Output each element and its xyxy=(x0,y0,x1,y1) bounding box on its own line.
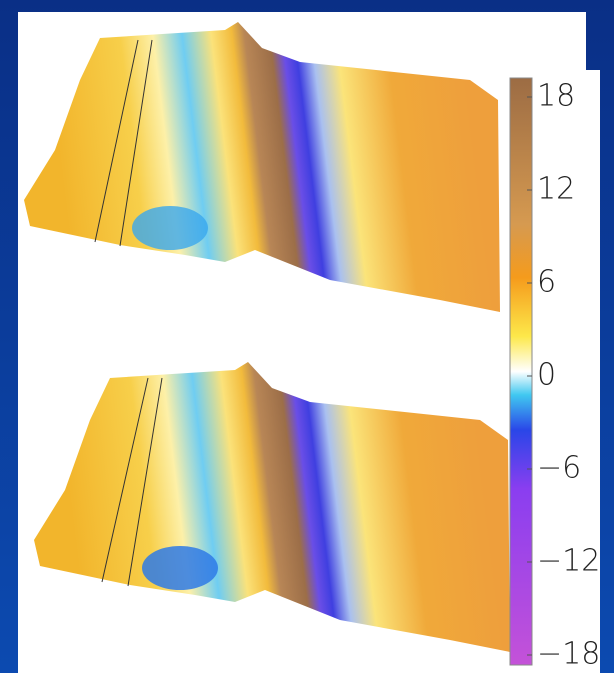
tick-label: 6 xyxy=(537,265,556,300)
tick-label: −6 xyxy=(537,451,581,486)
colorbar xyxy=(510,78,532,665)
depression xyxy=(142,546,218,590)
tick-label: −18 xyxy=(537,637,600,672)
tick-label: 0 xyxy=(537,358,556,393)
tick-label: 18 xyxy=(537,79,575,114)
figure: 18 12 6 0 −6 −12 −18 xyxy=(0,0,614,673)
page: 181260−6−12−18 (() => { const data = JSO… xyxy=(0,0,614,673)
tick-label: −12 xyxy=(537,544,600,579)
tick-label: 12 xyxy=(537,172,575,207)
depression xyxy=(132,206,208,250)
